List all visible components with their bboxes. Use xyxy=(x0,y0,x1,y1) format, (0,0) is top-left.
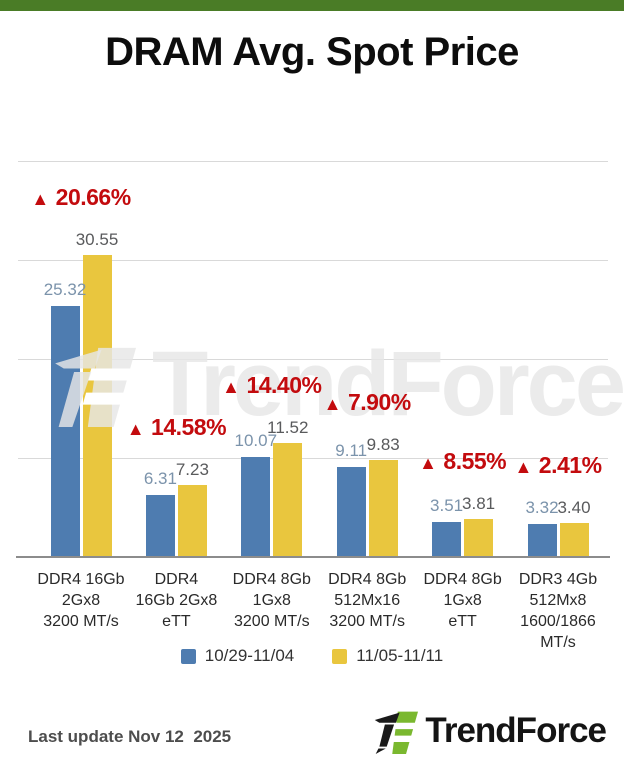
legend-swatch-prev xyxy=(180,648,196,664)
x-axis-line xyxy=(16,556,610,558)
x-axis-label-line: 1Gx8 xyxy=(252,592,291,609)
legend-label-curr: 11/05-11/11 xyxy=(356,646,444,665)
change-value: 2.41% xyxy=(538,452,602,479)
up-triangle-icon: ▲ xyxy=(31,188,49,209)
bar-prev-week xyxy=(241,457,271,557)
value-label-prev: 3.32 xyxy=(525,498,559,518)
x-axis-label-line: MT/s xyxy=(540,634,576,651)
top-accent-bar xyxy=(0,0,624,11)
change-value: 7.90% xyxy=(347,388,411,415)
value-label-prev: 10.07 xyxy=(234,431,278,451)
change-label: ▲ 2.41% xyxy=(514,452,602,479)
change-label: ▲ 8.55% xyxy=(419,448,507,475)
gridline xyxy=(18,161,608,162)
legend-item-curr-week: 11/05-11/11 xyxy=(332,646,443,666)
value-label-curr: 3.40 xyxy=(557,498,591,518)
legend: 10/29-11/04 11/05-11/11 xyxy=(0,646,624,666)
x-axis-label-line: DDR4 8Gb xyxy=(328,571,407,588)
up-triangle-icon: ▲ xyxy=(419,453,437,474)
bar-curr-week xyxy=(82,254,112,557)
up-triangle-icon: ▲ xyxy=(222,376,240,397)
bar-curr-week xyxy=(368,459,398,557)
x-axis-label-line: 3200 MT/s xyxy=(329,613,405,630)
gridline xyxy=(18,359,608,360)
value-label-curr: 7.23 xyxy=(175,460,209,480)
x-axis-label-line: 16Gb 2Gx8 xyxy=(135,592,218,609)
value-label-prev: 25.32 xyxy=(43,280,87,300)
x-axis-label: DDR3 4Gb 512Mx8 1600/1866 MT/s xyxy=(519,569,597,653)
value-label-curr: 3.81 xyxy=(462,494,496,514)
change-value: 8.55% xyxy=(443,448,507,475)
x-axis-label-line: 1Gx8 xyxy=(443,592,482,609)
x-axis-label-line: DDR4 xyxy=(154,571,199,588)
change-value: 14.58% xyxy=(151,414,227,441)
x-axis-label-line: DDR4 16Gb xyxy=(37,571,125,588)
value-label-curr: 30.55 xyxy=(75,229,119,249)
up-triangle-icon: ▲ xyxy=(323,393,342,414)
bar-curr-week xyxy=(464,519,494,557)
value-label-curr: 11.52 xyxy=(267,417,309,437)
x-axis-label-line: 512Mx16 xyxy=(334,592,401,609)
x-axis-label-line: DDR4 8Gb xyxy=(423,571,502,588)
value-label-prev: 3.51 xyxy=(430,496,464,516)
x-axis-label: DDR4 8Gb 512Mx16 3200 MT/s xyxy=(328,569,406,632)
x-axis-label: DDR4 16Gb 2Gx8 3200 MT/s xyxy=(37,569,124,632)
x-axis-label-line: 3200 MT/s xyxy=(234,613,310,630)
change-label: ▲ 7.90% xyxy=(323,388,412,416)
change-value: 14.40% xyxy=(246,371,322,398)
up-triangle-icon: ▲ xyxy=(126,419,145,440)
gridline xyxy=(18,458,608,459)
x-axis-label-line: DDR3 4Gb xyxy=(518,571,598,588)
last-update-text: Last update Nov 12 2025 xyxy=(28,727,232,746)
value-label-prev: 9.11 xyxy=(335,440,368,460)
bar-prev-week xyxy=(336,466,366,557)
value-label-prev: 6.31 xyxy=(143,468,177,488)
value-label-curr: 9.83 xyxy=(366,434,400,454)
x-axis-label-line: DDR4 8Gb xyxy=(232,571,311,588)
x-axis-label-line: eTT xyxy=(448,613,477,630)
change-label: ▲ 14.58% xyxy=(126,414,227,441)
gridline xyxy=(18,260,608,261)
up-triangle-icon: ▲ xyxy=(514,457,532,478)
x-axis-label: DDR4 8Gb 1Gx8 eTT xyxy=(423,569,501,632)
x-axis-label-line: 512Mx8 xyxy=(529,592,587,609)
legend-item-prev-week: 10/29-11/04 xyxy=(180,646,295,666)
x-axis-label: DDR4 8Gb 1Gx8 3200 MT/s xyxy=(233,569,311,632)
x-axis-label: DDR4 16Gb 2Gx8 eTT xyxy=(135,569,217,632)
trendforce-logo-icon xyxy=(375,711,419,754)
x-axis-label-line: 1600/1866 xyxy=(520,613,596,630)
trendforce-wordmark: TrendForce xyxy=(425,711,607,750)
bar-curr-week xyxy=(559,523,589,557)
bar-prev-week xyxy=(50,306,80,557)
change-label: ▲ 14.40% xyxy=(222,371,322,399)
bar-prev-week xyxy=(527,524,557,557)
bar-curr-week xyxy=(273,442,303,557)
bar-prev-week xyxy=(145,494,175,557)
page-title: DRAM Avg. Spot Price xyxy=(105,30,519,74)
change-value: 20.66% xyxy=(55,183,132,210)
legend-label-prev: 10/29-11/04 xyxy=(204,646,295,665)
bar-prev-week xyxy=(432,522,462,557)
change-label: ▲ 20.66% xyxy=(31,183,132,211)
trendforce-logo: TrendForce xyxy=(372,708,607,754)
x-axis-label-line: 3200 MT/s xyxy=(43,613,119,630)
legend-swatch-curr xyxy=(332,648,348,664)
x-axis-label-line: eTT xyxy=(162,613,191,630)
x-axis-label-line: 2Gx8 xyxy=(61,592,101,609)
bar-curr-week xyxy=(177,485,207,557)
